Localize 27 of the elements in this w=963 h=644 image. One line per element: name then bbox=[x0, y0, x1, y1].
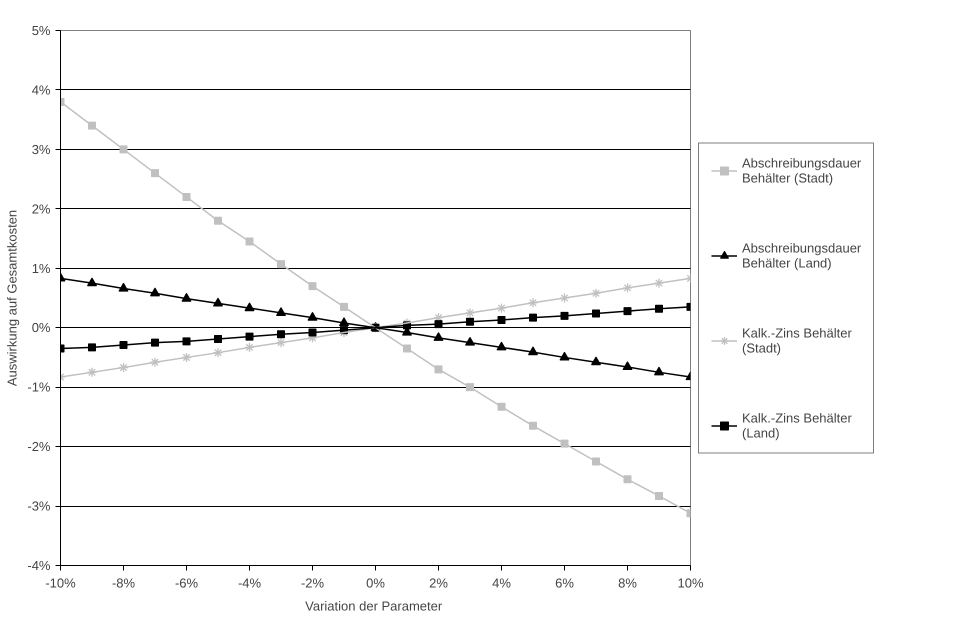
x-tick-label: 2% bbox=[429, 576, 448, 590]
y-tick-label: 0% bbox=[32, 320, 51, 336]
y-tick-label: -1% bbox=[27, 380, 51, 395]
x-tick-label: -8% bbox=[112, 576, 136, 590]
y-tick-label: 1% bbox=[32, 260, 51, 276]
x-axis-title: Variation der Parameter bbox=[305, 598, 443, 614]
x-tick-label: 0% bbox=[366, 576, 386, 590]
legend-label: Kalk.-Zins Behälter (Stadt) bbox=[742, 325, 852, 355]
x-tick-label: 6% bbox=[555, 576, 574, 590]
x-tick-label: 10% bbox=[677, 576, 704, 590]
y-axis-title: Auswirkung auf Gesamtkosten bbox=[4, 210, 20, 386]
x-tick-label: -2% bbox=[300, 576, 324, 590]
y-tick-label: -2% bbox=[27, 439, 51, 454]
y-tick-label: 2% bbox=[32, 201, 51, 216]
x-tick-label: 8% bbox=[618, 576, 638, 590]
y-tick-label: 4% bbox=[32, 82, 51, 98]
legend-label: Abschreibungsdauer Behälter (Stadt) bbox=[742, 155, 862, 185]
y-tick-label: 5% bbox=[32, 23, 51, 38]
x-tick-label: -10% bbox=[45, 576, 76, 590]
x-tick-label: -4% bbox=[238, 576, 262, 590]
y-tick-label: -4% bbox=[27, 558, 51, 573]
x-tick-label: 4% bbox=[492, 576, 512, 590]
y-tick-label: -3% bbox=[27, 498, 51, 514]
x-tick-label: -6% bbox=[174, 576, 198, 590]
legend-label: Kalk.-Zins Behälter (Land) bbox=[742, 410, 852, 440]
y-tick-label: 3% bbox=[32, 142, 51, 157]
legend-label: Abschreibungsdauer Behälter (Land) bbox=[742, 240, 862, 270]
